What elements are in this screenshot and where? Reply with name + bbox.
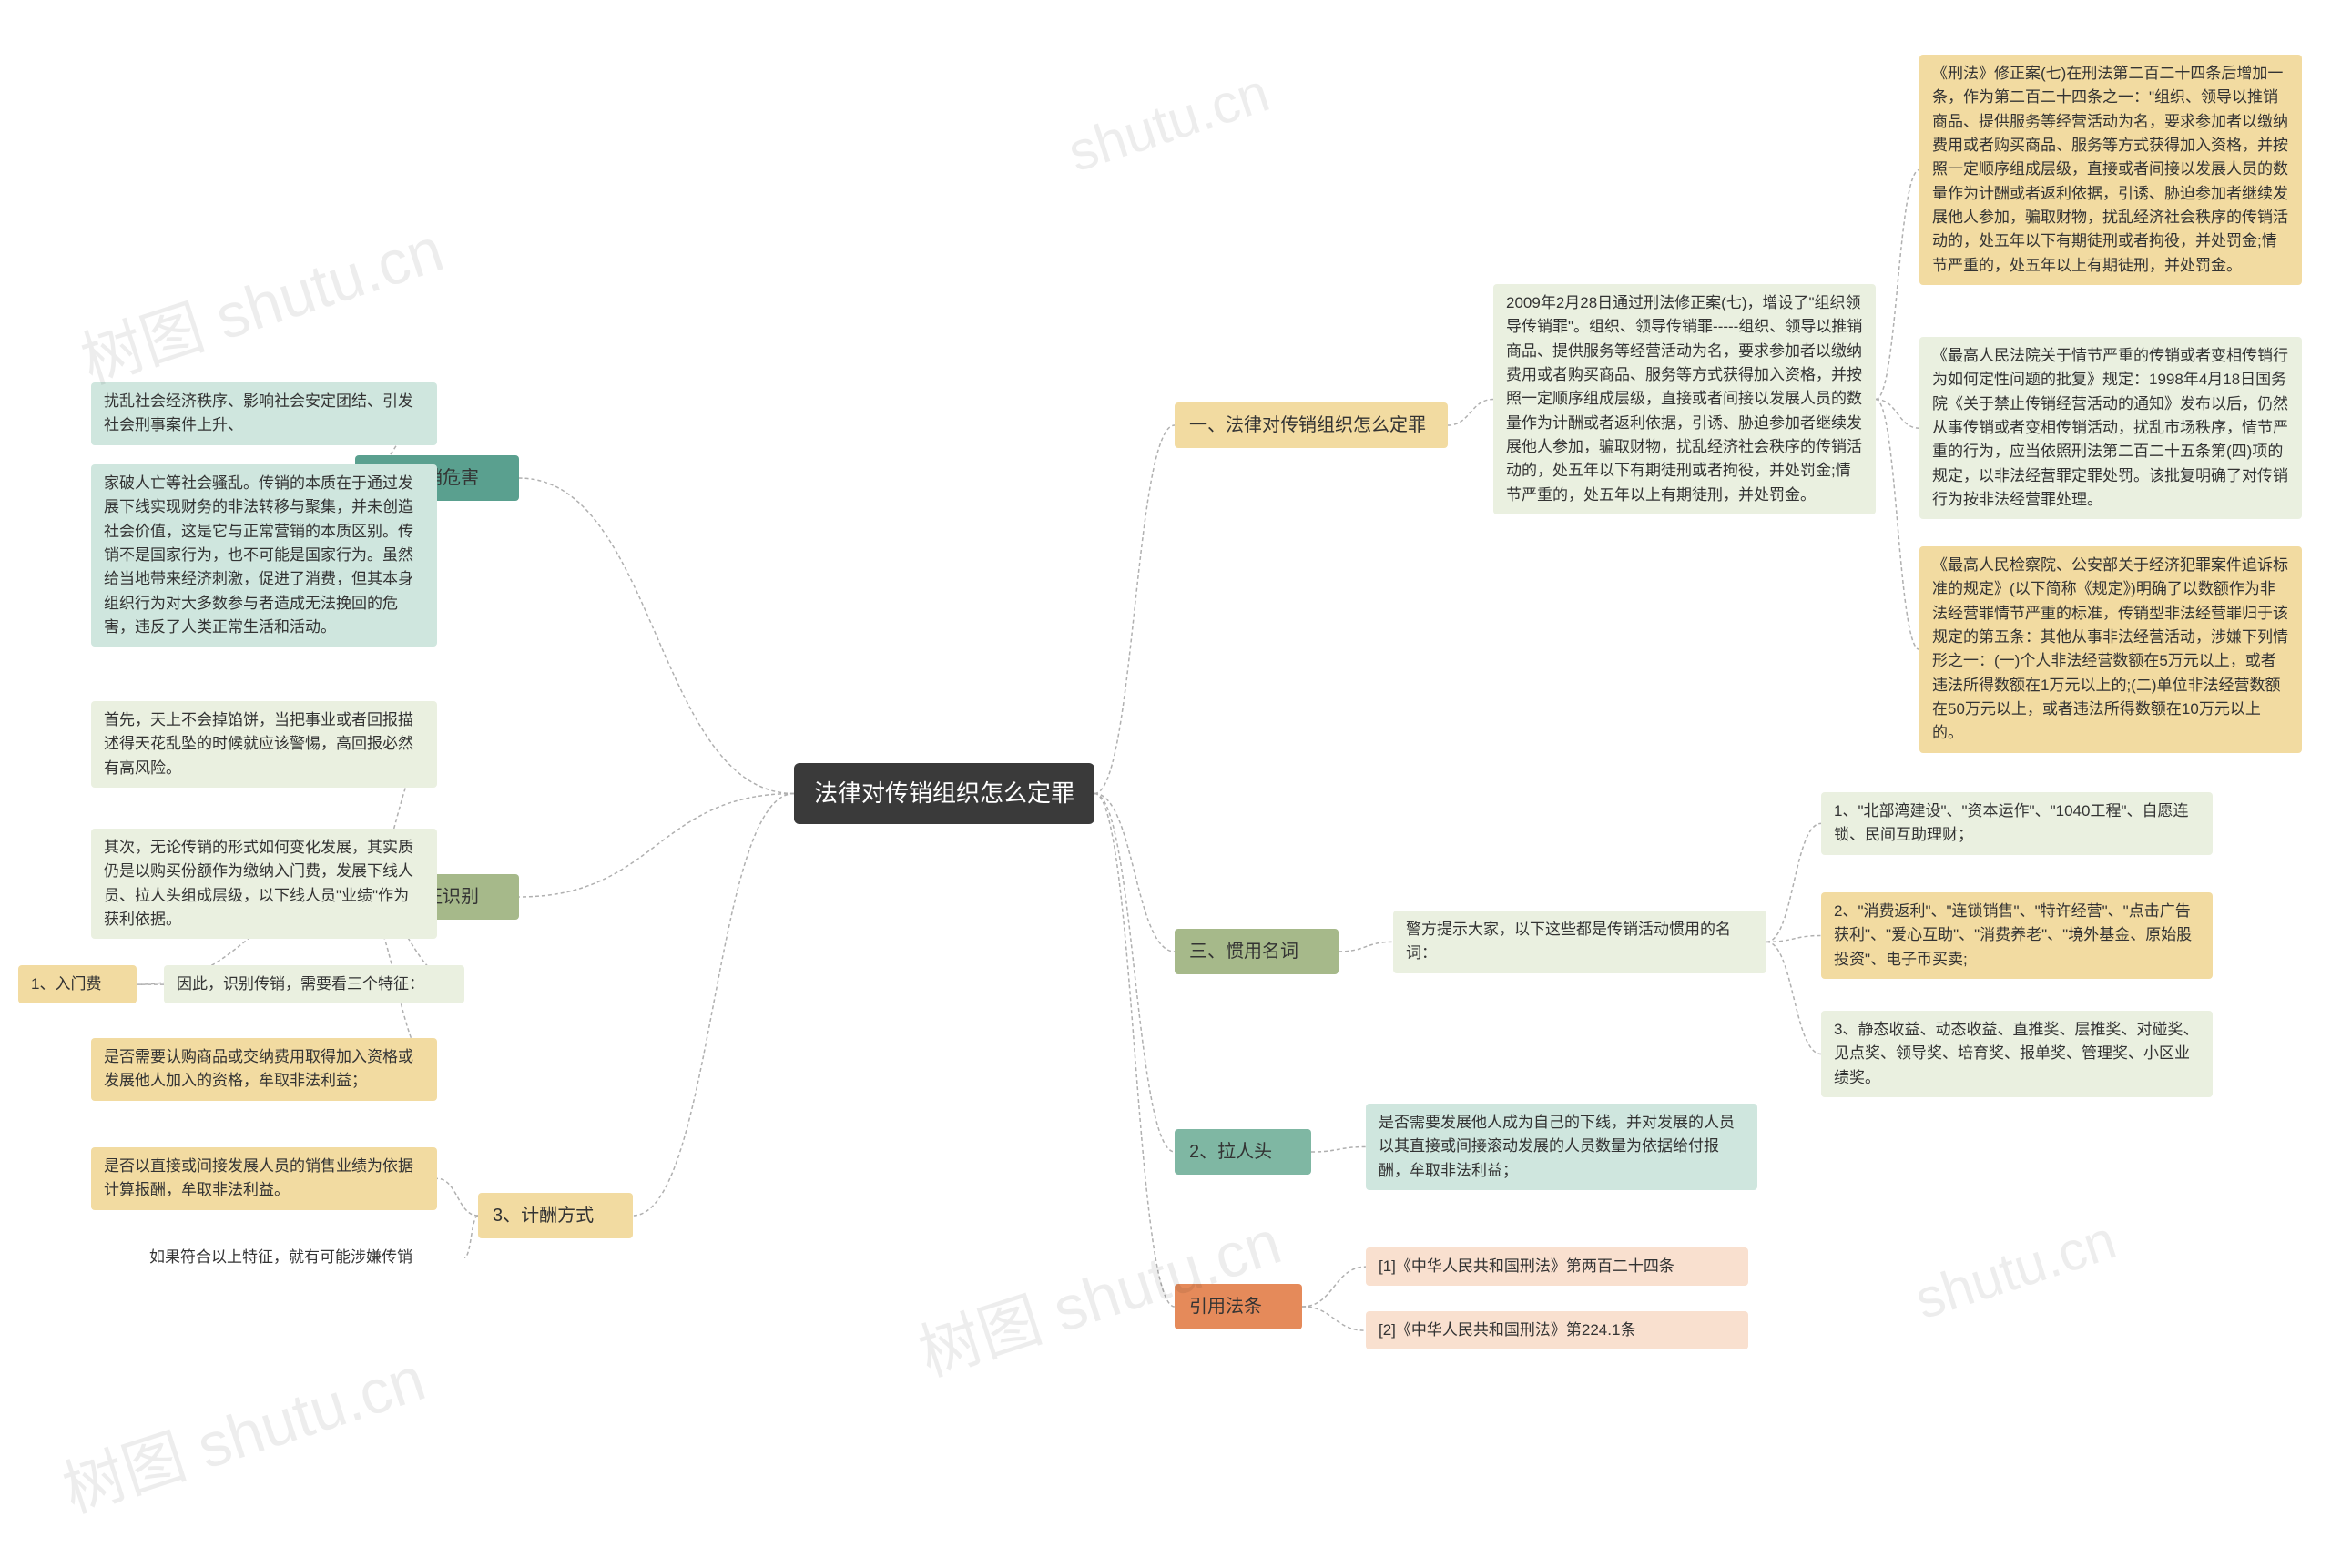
mindmap-node[interactable]: 扰乱社会经济秩序、影响社会安定团结、引发社会刑事案件上升、 bbox=[91, 382, 437, 445]
mindmap-node[interactable]: 2、"消费返利"、"连锁销售"、"特许经营"、"点击广告获利"、"爱心互助"、"… bbox=[1821, 892, 2213, 979]
mindmap-node[interactable]: 如果符合以上特征，就有可能涉嫌传销 bbox=[137, 1238, 464, 1277]
watermark: 树图 shutu.cn bbox=[50, 1329, 434, 1530]
mindmap-node[interactable]: 一、法律对传销组织怎么定罪 bbox=[1175, 402, 1448, 448]
mindmap-node[interactable]: 《最高人民法院关于情节严重的传销或者变相传销行为如何定性问题的批复》规定：199… bbox=[1919, 337, 2302, 519]
mindmap-node[interactable]: 法律对传销组织怎么定罪 bbox=[794, 763, 1094, 824]
mindmap-node[interactable]: [2]《中华人民共和国刑法》第224.1条 bbox=[1366, 1311, 1748, 1349]
mindmap-node[interactable]: 1、"北部湾建设"、"资本运作"、"1040工程"、自愿连锁、民间互助理财； bbox=[1821, 792, 2213, 855]
mindmap-node[interactable]: [1]《中华人民共和国刑法》第两百二十四条 bbox=[1366, 1247, 1748, 1286]
mindmap-node[interactable]: 警方提示大家，以下这些都是传销活动惯用的名词： bbox=[1393, 911, 1766, 973]
mindmap-node[interactable]: 3、计酬方式 bbox=[478, 1193, 633, 1238]
mindmap-node[interactable]: 是否需要认购商品或交纳费用取得加入资格或发展他人加入的资格，牟取非法利益； bbox=[91, 1038, 437, 1101]
mindmap-node[interactable]: 引用法条 bbox=[1175, 1284, 1302, 1329]
mindmap-node[interactable]: 是否以直接或间接发展人员的销售业绩为依据计算报酬，牟取非法利益。 bbox=[91, 1147, 437, 1210]
watermark: shutu.cn bbox=[1061, 61, 1277, 185]
mindmap-node[interactable]: 1、入门费 bbox=[18, 965, 137, 1003]
mindmap-node[interactable]: 其次，无论传销的形式如何变化发展，其实质仍是以购买份额作为缴纳入门费，发展下线人… bbox=[91, 829, 437, 939]
watermark: shutu.cn bbox=[1908, 1208, 2123, 1332]
mindmap-node[interactable]: 三、惯用名词 bbox=[1175, 929, 1339, 974]
mindmap-node[interactable]: 2、拉人头 bbox=[1175, 1129, 1311, 1175]
mindmap-node[interactable]: 3、静态收益、动态收益、直推奖、层推奖、对碰奖、见点奖、领导奖、培育奖、报单奖、… bbox=[1821, 1011, 2213, 1097]
mindmap-node[interactable]: 因此，识别传销，需要看三个特征： bbox=[164, 965, 464, 1003]
mindmap-node[interactable]: 2009年2月28日通过刑法修正案(七)，增设了"组织领导传销罪"。组织、领导传… bbox=[1493, 284, 1876, 514]
mindmap-node[interactable]: 家破人亡等社会骚乱。传销的本质在于通过发展下线实现财务的非法转移与聚集，并未创造… bbox=[91, 464, 437, 647]
mindmap-node[interactable]: 《最高人民检察院、公安部关于经济犯罪案件追诉标准的规定》(以下简称《规定》)明确… bbox=[1919, 546, 2302, 753]
watermark: 树图 shutu.cn bbox=[68, 199, 453, 401]
mindmap-node[interactable]: 首先，天上不会掉馅饼，当把事业或者回报描述得天花乱坠的时候就应该警惕，高回报必然… bbox=[91, 701, 437, 788]
mindmap-node[interactable]: 《刑法》修正案(七)在刑法第二百二十四条后增加一条，作为第二百二十四条之一："组… bbox=[1919, 55, 2302, 285]
mindmap-node[interactable]: 是否需要发展他人成为自己的下线，并对发展的人员以其直接或间接滚动发展的人员数量为… bbox=[1366, 1104, 1757, 1190]
